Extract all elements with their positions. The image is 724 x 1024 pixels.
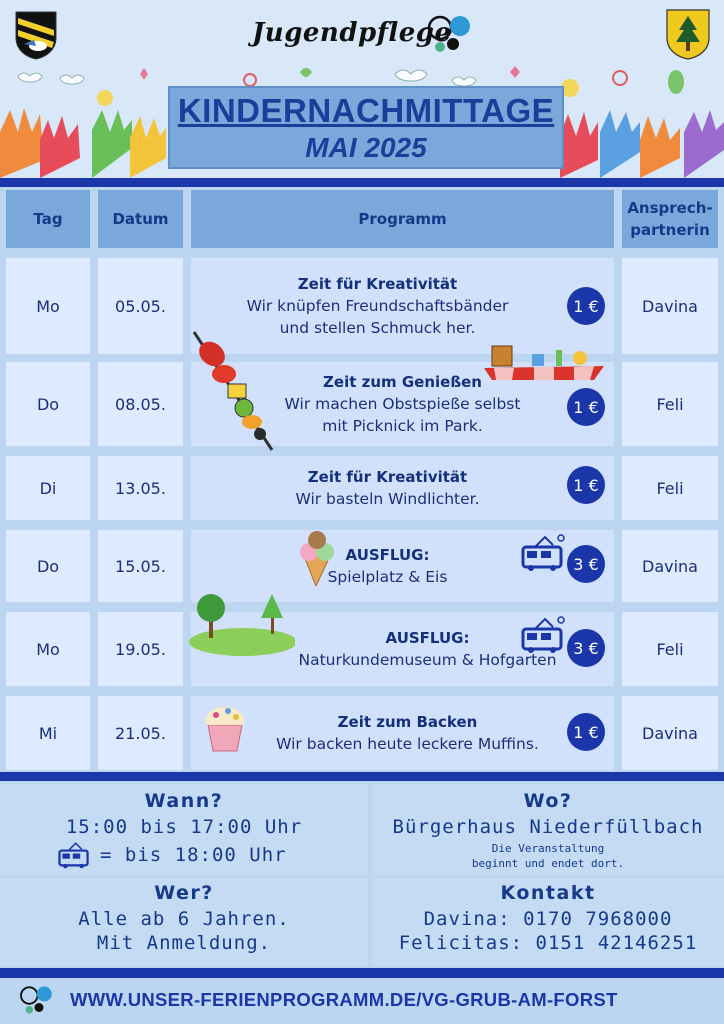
row-6-date: 21.05. xyxy=(98,696,183,770)
info-wo-heading: Wo? xyxy=(523,790,573,812)
row-6-program: Zeit zum Backen Wir backen heute leckere… xyxy=(191,696,614,770)
info-wer-heading: Wer? xyxy=(154,882,214,904)
row-3-date: 13.05. xyxy=(98,456,183,520)
info-wo: Wo? Bürgerhaus Niederfüllbach Die Verans… xyxy=(372,784,724,876)
divider-bar xyxy=(0,772,724,781)
row-5-date: 19.05. xyxy=(98,612,183,686)
picnic-icon xyxy=(484,345,604,380)
page-subtitle: MAI 2025 xyxy=(305,132,427,163)
row-2-contact: Feli xyxy=(622,362,718,446)
row-1-contact: Davina xyxy=(622,258,718,354)
page-title: KINDERNACHMITTAGE xyxy=(177,92,555,129)
header: Jugendpflege xyxy=(0,0,724,178)
row-5-contact: Feli xyxy=(622,612,718,686)
row-4-contact: Davina xyxy=(622,530,718,602)
row-1-day: Mo xyxy=(6,258,90,354)
row-3-line1: Wir basteln Windlichter. xyxy=(295,490,480,508)
row-3-title: Zeit für Kreativität xyxy=(307,468,468,486)
header-contact-line1: Ansprech- xyxy=(627,199,713,217)
row-2-date: 08.05. xyxy=(98,362,183,446)
row-5-day: Mo xyxy=(6,612,90,686)
info-wer: Wer? Alle ab 6 Jahren. Mit Anmeldung. xyxy=(0,878,368,966)
info-wann: Wann? 15:00 bis 17:00 Uhr = bis 18:00 Uh… xyxy=(0,784,368,876)
row-4-date: 15.05. xyxy=(98,530,183,602)
park-icon xyxy=(189,594,295,656)
row-4-price-badge: 3 € xyxy=(567,545,605,583)
info-wer-line1: Alle ab 6 Jahren. xyxy=(78,908,290,930)
row-4-day: Do xyxy=(6,530,90,602)
header-contact: Ansprech- partnerin xyxy=(622,190,718,248)
row-1-line2: und stellen Schmuck her. xyxy=(279,319,476,337)
row-5-line1: Naturkundemuseum & Hofgarten xyxy=(298,651,557,669)
row-2-line2: mit Picknick im Park. xyxy=(322,417,483,435)
row-1-price-badge: 1 € xyxy=(567,287,605,325)
row-1-title: Zeit für Kreativität xyxy=(297,275,458,293)
row-3-program: Zeit für Kreativität Wir basteln Windlic… xyxy=(191,456,614,520)
fruit-skewer-icon xyxy=(192,331,274,451)
coat-of-arms-icon xyxy=(15,11,57,60)
row-4-line1: Spielplatz & Eis xyxy=(327,568,448,586)
row-5-title: AUSFLUG: xyxy=(385,629,470,647)
row-6-contact: Davina xyxy=(622,696,718,770)
row-3-day: Di xyxy=(6,456,90,520)
row-3-price-badge: 1 € xyxy=(567,466,605,504)
row-2-line1: Wir machen Obstspieße selbst xyxy=(284,395,521,413)
info-wer-line2: Mit Anmeldung. xyxy=(96,932,272,954)
info-wann-bus-time: = bis 18:00 Uhr xyxy=(100,844,287,866)
brand: Jugendpflege xyxy=(252,14,482,54)
info-wo-note1: Die Veranstaltung xyxy=(491,842,605,855)
bus-icon xyxy=(521,534,565,571)
divider-bar xyxy=(0,178,724,187)
info-wo-place: Bürgerhaus Niederfüllbach xyxy=(392,816,704,838)
ice-cream-icon xyxy=(300,531,334,586)
header-date: Datum xyxy=(98,190,183,248)
jugendpflege-logo-icon xyxy=(427,15,470,52)
title-box: KINDERNACHMITTAGE MAI 2025 xyxy=(168,86,564,169)
row-2-title: Zeit zum Genießen xyxy=(323,373,482,391)
divider-bar xyxy=(0,968,724,978)
header-program: Programm xyxy=(191,190,614,248)
header-contact-line2: partnerin xyxy=(630,221,710,239)
bus-icon xyxy=(521,616,565,653)
row-4-title: AUSFLUG: xyxy=(345,546,430,564)
row-2-day: Do xyxy=(6,362,90,446)
header-day: Tag xyxy=(6,190,90,248)
row-3-contact: Feli xyxy=(622,456,718,520)
jugendpflege-logo-icon xyxy=(20,986,52,1014)
row-2-price-badge: 1 € xyxy=(567,388,605,426)
tree-crest-icon xyxy=(666,9,710,60)
row-6-title: Zeit zum Backen xyxy=(337,713,478,731)
decorative-hands-banner xyxy=(0,66,724,178)
row-1-line1: Wir knüpfen Freundschaftsbänder xyxy=(246,297,509,315)
footer: WWW.UNSER-FERIENPROGRAMM.DE/VG-GRUB-AM-F… xyxy=(0,980,724,1024)
row-6-price-badge: 1 € xyxy=(567,713,605,751)
info-kontakt-heading: Kontakt xyxy=(500,882,596,904)
row-1-date: 05.05. xyxy=(98,258,183,354)
info-wann-heading: Wann? xyxy=(144,790,224,812)
info-wo-note2: beginnt und endet dort. xyxy=(471,857,625,870)
info-kontakt: Kontakt Davina: 0170 7968000 Felicitas: … xyxy=(372,878,724,966)
row-5-price-badge: 3 € xyxy=(567,629,605,667)
info-kontakt-line1: Davina: 0170 7968000 xyxy=(423,908,673,930)
row-1-program: Zeit für Kreativität Wir knüpfen Freunds… xyxy=(191,258,614,354)
info-kontakt-line2: Felicitas: 0151 42146251 xyxy=(398,932,698,954)
footer-url-link[interactable]: WWW.UNSER-FERIENPROGRAMM.DE/VG-GRUB-AM-F… xyxy=(70,989,618,1010)
info-wann-time: 15:00 bis 17:00 Uhr xyxy=(65,816,303,838)
row-6-line1: Wir backen heute leckere Muffins. xyxy=(276,735,539,753)
brand-text: Jugendpflege xyxy=(252,18,452,48)
cupcake-icon xyxy=(205,707,245,752)
row-6-day: Mi xyxy=(6,696,90,770)
bus-icon xyxy=(58,842,89,869)
